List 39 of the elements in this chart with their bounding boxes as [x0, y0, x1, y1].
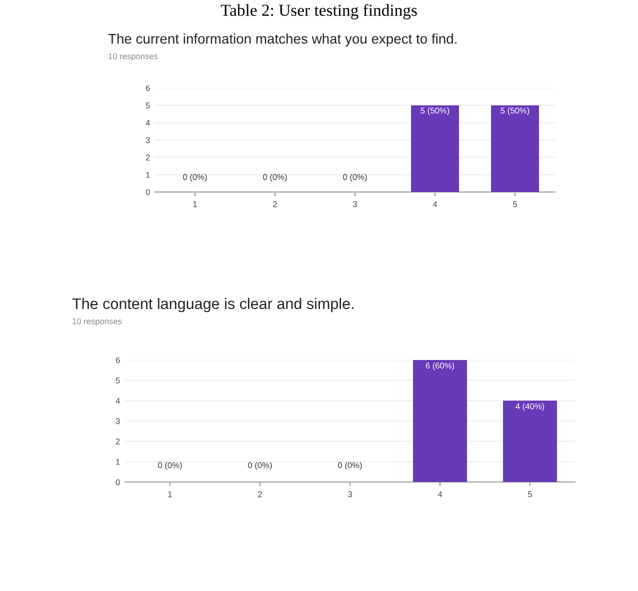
chart-subtitle: 10 responses: [108, 53, 158, 61]
y-tick-label: 6: [116, 357, 120, 364]
y-tick-label: 5: [116, 378, 120, 384]
data-label: 0 (0%): [183, 174, 207, 182]
data-label: 0 (0%): [338, 462, 362, 470]
y-tick-label: 0: [116, 479, 120, 486]
data-label: 0 (0%): [343, 174, 367, 182]
y-tick-label: 2: [116, 438, 120, 444]
x-tick-label: 5: [528, 491, 532, 498]
data-label: 0 (0%): [263, 174, 287, 182]
x-tick-label: 4: [432, 201, 438, 208]
data-label: 0 (0%): [248, 462, 272, 470]
y-tick-label: 0: [146, 189, 150, 196]
data-label: 5 (50%): [420, 107, 450, 116]
x-tick-label: 1: [193, 201, 197, 208]
y-tick-label: 4: [116, 398, 120, 404]
x-tick-label: 2: [273, 201, 277, 208]
data-label: 6 (60%): [426, 362, 454, 370]
y-tick-label: 3: [146, 137, 150, 144]
y-tick-label: 4: [146, 120, 150, 126]
y-tick-label: 1: [116, 458, 120, 465]
x-tick-label: 1: [168, 491, 172, 498]
y-tick-label: 1: [146, 172, 150, 178]
y-tick-label: 5: [146, 102, 150, 108]
y-tick-label: 3: [116, 418, 120, 424]
chart-title: The current information matches what you expect to find.: [108, 34, 456, 46]
x-tick-label: 5: [513, 201, 517, 208]
y-tick-label: 6: [146, 85, 150, 92]
chart-subtitle: 10 responses: [72, 318, 122, 326]
data-label: 4 (40%): [516, 403, 544, 411]
x-tick-label: 3: [348, 491, 352, 498]
data-label: 0 (0%): [158, 462, 182, 470]
caption: Table 2: User testing findings: [220, 4, 417, 20]
x-tick-label: 3: [353, 201, 357, 208]
y-tick-label: 2: [146, 154, 150, 160]
chart-title: The content language is clear and simple.: [72, 298, 354, 312]
x-tick-label: 4: [438, 491, 442, 498]
x-tick-label: 2: [258, 491, 262, 498]
data-label: 5 (50%): [500, 107, 530, 116]
